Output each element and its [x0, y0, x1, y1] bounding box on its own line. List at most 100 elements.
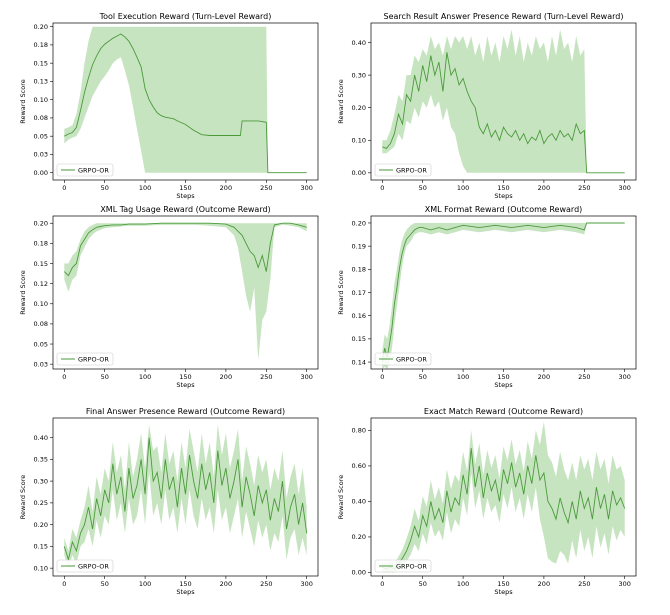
x-tick-label: 300 — [618, 580, 630, 588]
x-tick-label: 200 — [538, 373, 550, 381]
x-tick-label: 50 — [101, 184, 109, 192]
x-tick-label: 50 — [419, 373, 427, 381]
y-axis-label: Reward Score — [19, 475, 27, 519]
x-tick-label: 200 — [220, 184, 232, 192]
y-axis-label: Reward Score — [337, 475, 345, 519]
x-tick-label: 150 — [497, 580, 509, 588]
chart-panel-1: 0 50 100 150 200 250 300 0.00 0.03 0.05 0.08 0.10 0.… — [19, 12, 319, 200]
chart-title: XML Format Reward (Outcome Reward) — [425, 205, 583, 214]
y-tick-label: 0.15 — [34, 260, 48, 268]
x-tick-label: 200 — [538, 580, 550, 588]
x-tick-label: 300 — [300, 580, 312, 588]
x-tick-label: 50 — [101, 580, 109, 588]
x-tick-label: 0 — [62, 184, 66, 192]
chart-title: Exact Match Reward (Outcome Reward) — [424, 407, 583, 416]
series-band — [64, 26, 307, 173]
legend-box — [56, 352, 114, 366]
chart-panel-4: 0 50 100 150 200 250 300 0.14 0.15 0.16 0.17 0.18 0.… — [337, 205, 637, 389]
legend-box — [374, 352, 432, 366]
series-line — [63, 437, 308, 562]
legend-label: GRPO-OR — [78, 355, 109, 363]
y-tick-label: 0.05 — [34, 132, 48, 140]
y-tick-label: 0.14 — [352, 358, 366, 366]
legend-box — [374, 559, 432, 573]
y-tick-label: 0.12 — [34, 280, 48, 288]
y-tick-label: 0.00 — [352, 569, 366, 577]
x-tick-label: 250 — [578, 580, 590, 588]
x-tick-label: 50 — [419, 184, 427, 192]
x-tick-label: 0 — [62, 373, 66, 381]
x-tick-label: 0 — [380, 580, 384, 588]
y-tick-label: 0.60 — [352, 462, 366, 470]
legend-label: GRPO-OR — [396, 355, 427, 363]
y-tick-label: 0.40 — [352, 498, 366, 506]
y-tick-label: 0.30 — [352, 71, 366, 79]
legend-box — [56, 559, 114, 573]
series-band — [64, 223, 307, 361]
x-tick-label: 100 — [139, 184, 151, 192]
y-tick-label: 0.80 — [352, 427, 366, 435]
x-tick-label: 250 — [260, 184, 272, 192]
x-tick-label: 250 — [578, 184, 590, 192]
chart-panel-6: 0 50 100 150 200 250 300 0.00 0.20 0.40 0.60 0.80 Ex… — [337, 407, 637, 596]
y-tick-label: 0.18 — [34, 240, 48, 248]
y-tick-label: 0.13 — [34, 78, 48, 86]
axes-frame — [52, 215, 319, 370]
y-axis-label: Reward Score — [337, 270, 345, 314]
x-axis-label: Steps — [494, 588, 513, 596]
chart-panel-3: 0 50 100 150 200 250 300 0.03 0.05 0.08 0.10 0.12 0.… — [19, 205, 319, 389]
y-tick-label: 0.40 — [352, 39, 366, 47]
x-tick-label: 150 — [497, 184, 509, 192]
y-tick-label: 0.20 — [34, 521, 48, 529]
x-tick-label: 300 — [618, 184, 630, 192]
series-line — [63, 222, 307, 277]
x-tick-label: 150 — [497, 373, 509, 381]
series-band — [382, 421, 625, 573]
x-tick-label: 100 — [139, 373, 151, 381]
x-tick-label: 300 — [618, 373, 630, 381]
chart-title: Search Result Answer Presence Reward (Tu… — [384, 12, 624, 21]
y-tick-label: 0.15 — [352, 335, 366, 343]
y-tick-label: 0.17 — [352, 289, 366, 297]
y-tick-label: 0.20 — [352, 533, 366, 541]
series-band — [382, 223, 625, 369]
series-band — [382, 29, 625, 173]
y-axis-label: Reward Score — [337, 79, 345, 123]
chart-title: Tool Execution Reward (Turn-Level Reward… — [99, 12, 272, 21]
chart-title: Final Answer Presence Reward (Outcome Re… — [86, 407, 285, 416]
y-tick-label: 0.08 — [34, 114, 48, 122]
chart-title: XML Tag Usage Reward (Outcome Reward) — [100, 205, 270, 214]
legend-label: GRPO-OR — [396, 166, 427, 174]
series-band — [64, 424, 307, 569]
y-tick-label: 0.00 — [34, 169, 48, 177]
x-axis-label: Steps — [176, 588, 195, 596]
y-tick-label: 0.40 — [34, 434, 48, 442]
x-tick-label: 300 — [300, 184, 312, 192]
y-tick-label: 0.10 — [34, 96, 48, 104]
y-tick-label: 0.08 — [34, 320, 48, 328]
x-axis-label: Steps — [494, 381, 513, 389]
y-tick-label: 0.15 — [34, 59, 48, 67]
legend-label: GRPO-OR — [396, 562, 427, 570]
y-axis-label: Reward Score — [19, 79, 27, 123]
x-tick-label: 100 — [457, 580, 469, 588]
x-tick-label: 0 — [380, 373, 384, 381]
y-tick-label: 0.25 — [34, 499, 48, 507]
series-line — [381, 222, 625, 363]
y-tick-label: 0.18 — [352, 266, 366, 274]
series-line — [382, 448, 626, 570]
chart-panel-2: 0 50 100 150 200 250 300 0.00 0.10 0.20 0.30 0.40 Se… — [337, 12, 637, 200]
x-tick-label: 150 — [179, 184, 191, 192]
x-tick-label: 50 — [101, 373, 109, 381]
legend-label: GRPO-OR — [78, 166, 109, 174]
legend-box — [56, 163, 114, 177]
y-tick-label: 0.18 — [34, 41, 48, 49]
x-tick-label: 100 — [139, 580, 151, 588]
x-tick-label: 50 — [419, 580, 427, 588]
y-tick-label: 0.10 — [34, 564, 48, 572]
y-tick-label: 0.19 — [352, 242, 366, 250]
y-tick-label: 0.10 — [352, 137, 366, 145]
series-line — [64, 33, 307, 174]
y-axis-label: Reward Score — [19, 270, 27, 314]
y-tick-label: 0.20 — [34, 23, 48, 31]
